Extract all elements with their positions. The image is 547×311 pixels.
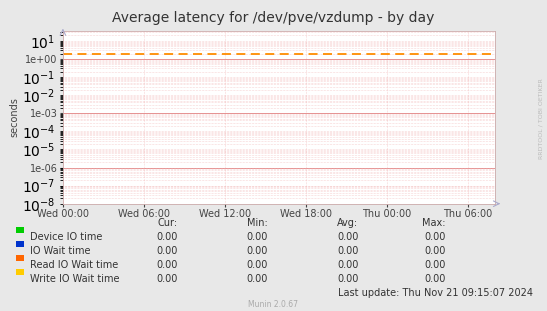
Text: 0.00: 0.00 bbox=[247, 274, 268, 284]
Text: Last update: Thu Nov 21 09:15:07 2024: Last update: Thu Nov 21 09:15:07 2024 bbox=[339, 288, 533, 298]
Text: Munin 2.0.67: Munin 2.0.67 bbox=[248, 300, 299, 309]
Text: Max:: Max: bbox=[422, 218, 446, 228]
Text: 0.00: 0.00 bbox=[337, 246, 358, 256]
Text: RRDTOOL / TOBI OETIKER: RRDTOOL / TOBI OETIKER bbox=[538, 78, 543, 159]
Text: 0.00: 0.00 bbox=[424, 246, 446, 256]
Text: 0.00: 0.00 bbox=[424, 232, 446, 242]
Text: 0.00: 0.00 bbox=[337, 232, 358, 242]
Text: 0.00: 0.00 bbox=[156, 232, 178, 242]
Text: 0.00: 0.00 bbox=[424, 274, 446, 284]
Text: Read IO Wait time: Read IO Wait time bbox=[30, 260, 118, 270]
Text: 0.00: 0.00 bbox=[337, 260, 358, 270]
Text: 0.00: 0.00 bbox=[156, 246, 178, 256]
Y-axis label: seconds: seconds bbox=[9, 97, 19, 137]
Text: Cur:: Cur: bbox=[158, 218, 178, 228]
Text: Write IO Wait time: Write IO Wait time bbox=[30, 274, 120, 284]
Text: 0.00: 0.00 bbox=[337, 274, 358, 284]
Text: 0.00: 0.00 bbox=[424, 260, 446, 270]
Text: Average latency for /dev/pve/vzdump - by day: Average latency for /dev/pve/vzdump - by… bbox=[112, 11, 435, 25]
Text: Min:: Min: bbox=[247, 218, 268, 228]
Text: 0.00: 0.00 bbox=[247, 246, 268, 256]
Text: Avg:: Avg: bbox=[337, 218, 358, 228]
Text: IO Wait time: IO Wait time bbox=[30, 246, 91, 256]
Text: Device IO time: Device IO time bbox=[30, 232, 102, 242]
Text: 0.00: 0.00 bbox=[156, 260, 178, 270]
Text: 0.00: 0.00 bbox=[156, 274, 178, 284]
Text: 0.00: 0.00 bbox=[247, 260, 268, 270]
Text: 0.00: 0.00 bbox=[247, 232, 268, 242]
